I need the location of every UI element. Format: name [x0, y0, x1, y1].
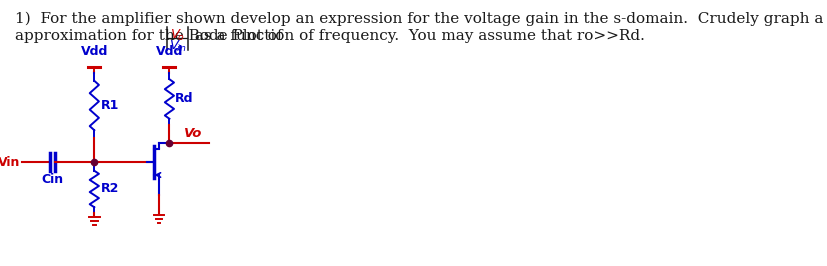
Text: Vo: Vo	[184, 127, 203, 140]
Text: Vdd: Vdd	[155, 45, 183, 58]
Text: Rd: Rd	[175, 93, 194, 106]
Text: 1)  For the amplifier shown develop an expression for the voltage gain in the s-: 1) For the amplifier shown develop an ex…	[15, 12, 827, 26]
Text: approximation for the Bode Plot of: approximation for the Bode Plot of	[15, 29, 287, 43]
Text: as a function of frequency.  You may assume that ro>>Rd.: as a function of frequency. You may assu…	[190, 29, 645, 43]
Text: Cin: Cin	[41, 173, 63, 186]
Text: Vdd: Vdd	[80, 45, 108, 58]
Text: Vin: Vin	[0, 156, 21, 168]
Text: $\mathit{V}_{\!\mathit{in}}$: $\mathit{V}_{\!\mathit{in}}$	[169, 39, 186, 54]
Text: R2: R2	[101, 182, 119, 196]
Text: $\mathit{V}_{\!\mathit{o}}$: $\mathit{V}_{\!\mathit{o}}$	[170, 28, 184, 43]
Text: R1: R1	[101, 99, 119, 112]
